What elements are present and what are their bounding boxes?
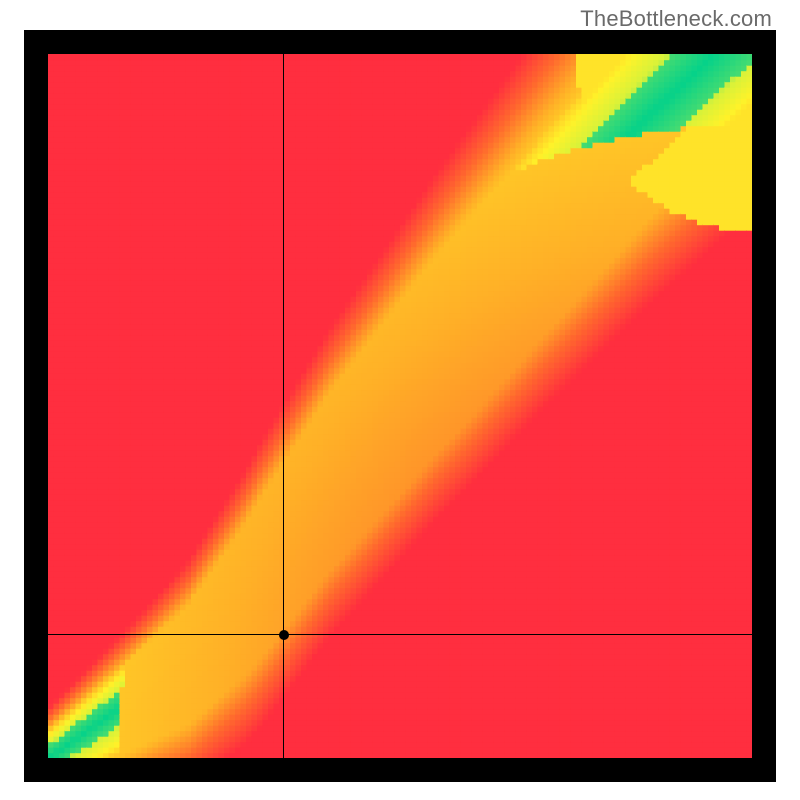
chart-outer-frame: [24, 30, 776, 782]
crosshair-horizontal: [48, 634, 752, 635]
crosshair-vertical: [283, 54, 284, 758]
chart-plot-area: [48, 54, 752, 758]
heatmap-canvas: [48, 54, 752, 758]
watermark-text: TheBottleneck.com: [580, 6, 772, 32]
crosshair-dot: [279, 630, 289, 640]
